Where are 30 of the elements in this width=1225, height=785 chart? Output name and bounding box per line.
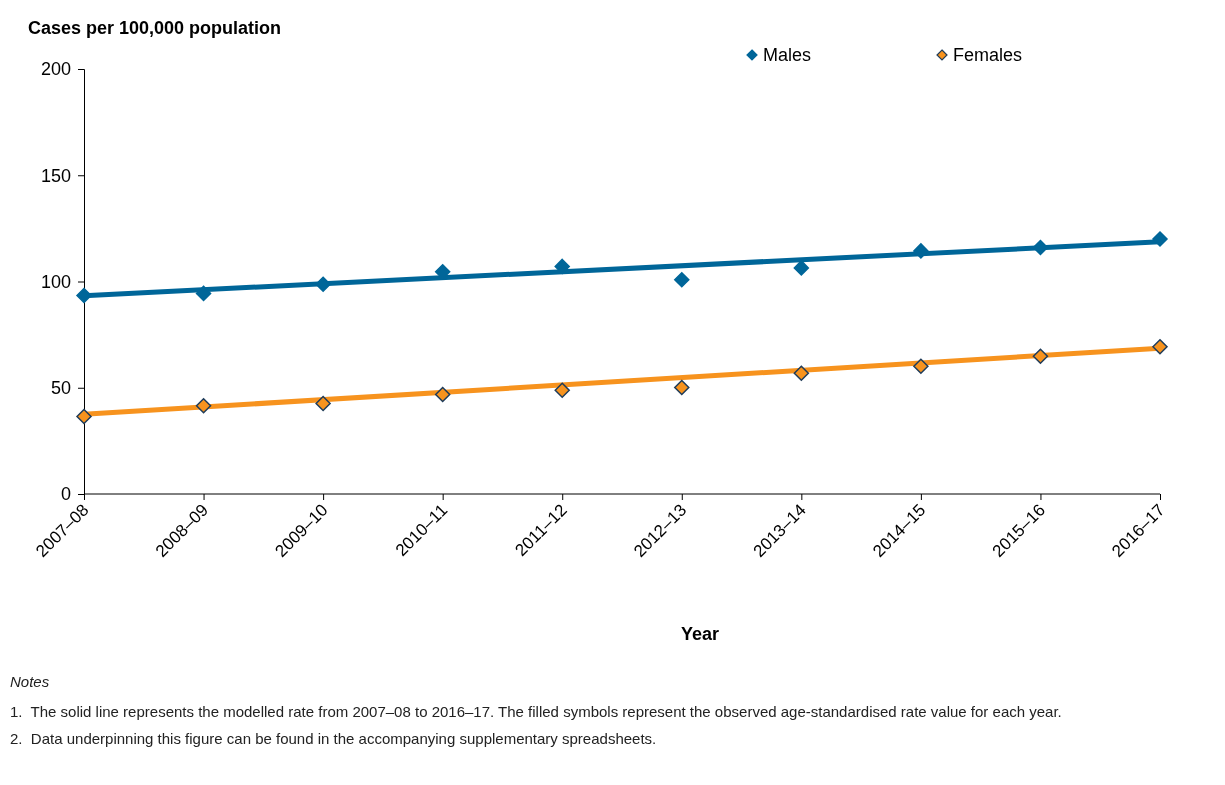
text: 1. The solid line represents the modelled rate from 2007–08 to 2016–17. The filled symbols represent the observed age-standardised rate value for each year. <box>10 702 1063 722</box>
point <box>793 260 810 276</box>
point <box>434 386 451 403</box>
y-tick-label: 100 <box>40 271 71 292</box>
point <box>315 395 331 412</box>
point <box>76 287 92 304</box>
point <box>674 272 690 288</box>
point <box>1152 231 1168 247</box>
point <box>195 398 212 414</box>
legend-label: Females <box>953 45 1023 65</box>
point <box>1032 348 1049 365</box>
point <box>793 365 810 382</box>
point <box>1152 338 1168 355</box>
point <box>195 285 212 302</box>
text: 2. Data underpinning this figure can be found in the accompanying supplementary spreadsheets. <box>10 729 658 749</box>
y-tick-label: 50 <box>50 378 71 399</box>
x-axis-title: Year <box>680 624 720 644</box>
point <box>554 382 570 399</box>
point <box>674 379 690 396</box>
point <box>913 358 929 375</box>
y-axis-title: Cases per 100,000 population <box>28 18 282 38</box>
y-tick-label: 200 <box>40 59 71 80</box>
y-tick-label: 150 <box>40 165 71 186</box>
point <box>913 243 929 259</box>
point <box>554 258 570 275</box>
y-tick-label: 0 <box>60 484 71 505</box>
point <box>315 276 331 293</box>
text: Notes <box>10 672 51 692</box>
point <box>76 408 92 425</box>
legend-label: Males <box>763 45 812 65</box>
